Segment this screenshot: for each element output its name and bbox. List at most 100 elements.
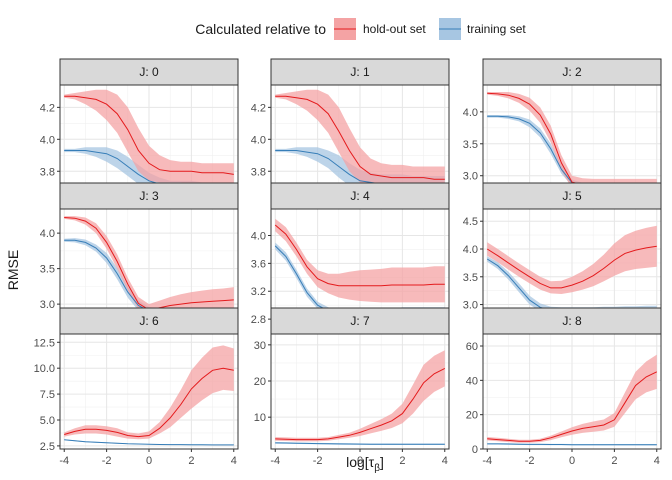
legend: Calculated relative to hold-out set trai… (195, 18, 526, 40)
x-tick-label: -4 (482, 455, 492, 467)
holdout-line (274, 224, 445, 287)
holdout-line (275, 367, 446, 441)
training-ribbon (487, 256, 657, 316)
y-tick-label: 4.0 (463, 244, 478, 256)
facet-strip-label: J: 2 (562, 65, 582, 79)
facet-panel: J: 0 3.8 4.0 4.2 (40, 58, 239, 203)
facet-strip (59, 182, 239, 210)
holdout-ribbon (275, 350, 445, 442)
training-ribbon (64, 147, 234, 191)
facet-panel: J: 7 10 20 30 -4 -2 0 2 4 (254, 307, 450, 467)
holdout-ribbon (64, 89, 234, 184)
y-tick-label: 3.5 (463, 272, 478, 284)
y-tick-label: 3.0 (463, 171, 478, 183)
y-tick-label: 3.6 (251, 258, 266, 270)
y-tick-label: 5.0 (40, 415, 55, 427)
x-tick-label: 2 (188, 455, 194, 467)
x-tick-label: 0 (357, 455, 363, 467)
facet-panel: J: 3 3.0 3.5 4.0 (40, 182, 239, 327)
x-tick-label: 4 (231, 455, 237, 467)
y-tick-label: 4.5 (463, 216, 478, 228)
training-line (275, 442, 445, 445)
facet-strip-label: J: 3 (139, 189, 159, 203)
facet-strip-label: J: 4 (350, 189, 370, 203)
y-tick-label: 4.0 (463, 107, 478, 119)
holdout-ribbon (487, 354, 657, 443)
y-tick-label: 10.0 (34, 363, 55, 375)
facet-panels: J: 03.84.04.2J: 13.84.04.2J: 23.03.54.0J… (34, 58, 662, 467)
facet-strip-label: J: 8 (562, 314, 582, 328)
facet-strip (59, 307, 239, 335)
x-axis-title-main: log[τ (346, 454, 375, 470)
legend-label-holdout: hold-out set (363, 22, 426, 36)
y-tick-label: 3.2 (251, 286, 266, 298)
y-tick-label: 30 (254, 340, 266, 352)
facet-strip (270, 307, 450, 335)
y-tick-label: 3.5 (40, 264, 55, 276)
gridlines (483, 85, 661, 200)
x-axis-title: log[τβ] (346, 454, 384, 474)
y-tick-label: 40 (466, 375, 478, 387)
facet-strip-label: J: 0 (139, 65, 159, 79)
y-axis-title: RMSE (5, 250, 21, 290)
gridlines (483, 334, 661, 450)
training-line (64, 439, 234, 446)
x-tick-label: 2 (611, 455, 617, 467)
holdout-line (64, 367, 234, 438)
y-tick-label: 3.8 (40, 166, 55, 178)
holdout-line (64, 95, 234, 175)
facet-strip (59, 58, 239, 86)
y-tick-label: 20 (466, 410, 478, 422)
y-tick-label: 4.0 (251, 134, 266, 146)
facet-strip-label: J: 5 (562, 189, 582, 203)
x-axis-title-close: ] (380, 454, 384, 470)
facet-strip (482, 58, 662, 86)
holdout-ribbon (275, 89, 445, 191)
y-tick-label: 0 (472, 444, 478, 456)
y-tick-label: 2.5 (40, 441, 55, 453)
facet-strip-label: J: 1 (350, 65, 370, 79)
y-tick-label: 4.0 (40, 228, 55, 240)
y-tick-label: 60 (466, 341, 478, 353)
facet-strip-label: J: 6 (139, 314, 159, 328)
facet-panel: J: 8 0 20 40 60 -4 -2 0 2 4 (466, 307, 662, 467)
x-tick-label: -2 (102, 455, 112, 467)
x-tick-label: -2 (525, 455, 535, 467)
x-axis-title-subscript: β (374, 463, 380, 474)
y-tick-label: 7.5 (40, 389, 55, 401)
facet-panel: J: 4 2.8 3.2 3.6 4.0 (251, 182, 450, 327)
x-tick-label: 2 (399, 455, 405, 467)
facet-panel: J: 6 2.5 5.0 7.5 10.0 12.5 -4 -2 0 2 4 (34, 307, 239, 467)
x-tick-label: 0 (146, 455, 152, 467)
facet-panel: J: 2 3.0 3.5 4.0 (463, 58, 662, 203)
facet-panel: J: 5 3.0 3.5 4.0 4.5 (463, 182, 662, 327)
y-tick-label: 3.8 (251, 166, 266, 178)
y-tick-label: 4.0 (251, 230, 266, 242)
holdout-ribbon (487, 92, 657, 192)
x-tick-label: 4 (654, 455, 660, 467)
y-tick-label: 4.2 (251, 102, 266, 114)
holdout-line (275, 95, 445, 180)
x-tick-label: -2 (313, 455, 323, 467)
y-tick-label: 20 (254, 376, 266, 388)
x-tick-label: -4 (270, 455, 280, 467)
holdout-line (486, 245, 657, 289)
legend-label-training: training set (467, 22, 526, 36)
holdout-ribbon (275, 218, 445, 303)
y-tick-label: 10 (254, 412, 266, 424)
facet-strip (270, 182, 450, 210)
y-tick-label: 3.0 (40, 299, 55, 311)
y-tick-label: 3.0 (463, 300, 478, 312)
y-tick-label: 4.0 (40, 134, 55, 146)
holdout-line (487, 371, 658, 442)
holdout-ribbon (64, 216, 234, 315)
y-tick-label: 2.8 (251, 314, 266, 326)
x-tick-label: -4 (59, 455, 69, 467)
y-tick-label: 4.2 (40, 102, 55, 114)
y-tick-label: 3.5 (463, 139, 478, 151)
x-tick-label: 0 (569, 455, 575, 467)
facet-panel: J: 1 3.8 4.0 4.2 (251, 58, 450, 203)
training-line (487, 443, 657, 446)
x-tick-label: 4 (442, 455, 448, 467)
